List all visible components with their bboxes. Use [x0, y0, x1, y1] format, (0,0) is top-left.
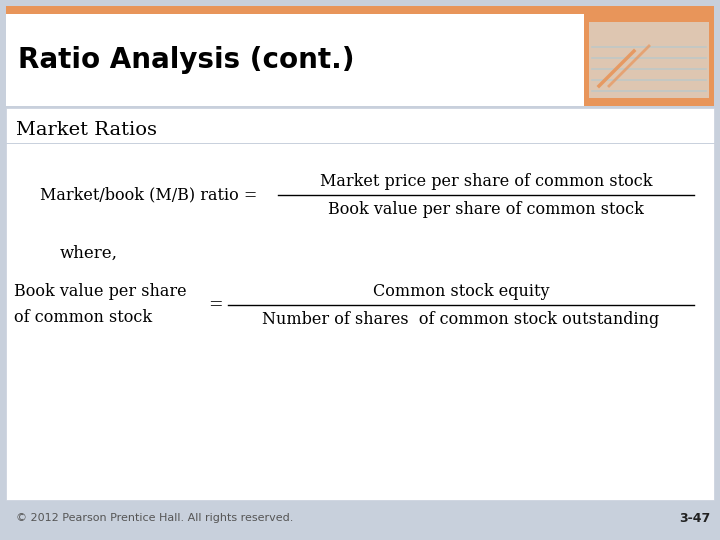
Text: Book value per share of common stock: Book value per share of common stock	[328, 200, 644, 218]
Text: Number of shares  of common stock outstanding: Number of shares of common stock outstan…	[262, 310, 660, 327]
Bar	[6, 502, 714, 534]
Text: of common stock: of common stock	[14, 309, 152, 327]
Text: Market Ratios: Market Ratios	[16, 121, 157, 139]
Text: where,: where,	[60, 245, 118, 261]
Text: Market/book (M/B) ratio =: Market/book (M/B) ratio =	[40, 186, 257, 204]
Bar	[6, 14, 714, 106]
Text: Market price per share of common stock: Market price per share of common stock	[320, 172, 652, 190]
Text: 3-47: 3-47	[679, 511, 710, 524]
Bar	[6, 108, 714, 500]
Text: =: =	[207, 296, 222, 314]
Text: © 2012 Pearson Prentice Hall. All rights reserved.: © 2012 Pearson Prentice Hall. All rights…	[16, 513, 293, 523]
Text: Common stock equity: Common stock equity	[373, 282, 549, 300]
Bar	[6, 6, 714, 14]
Bar	[589, 22, 709, 98]
Bar	[584, 14, 714, 106]
Text: Ratio Analysis (cont.): Ratio Analysis (cont.)	[18, 46, 354, 74]
Text: Book value per share: Book value per share	[14, 284, 186, 300]
